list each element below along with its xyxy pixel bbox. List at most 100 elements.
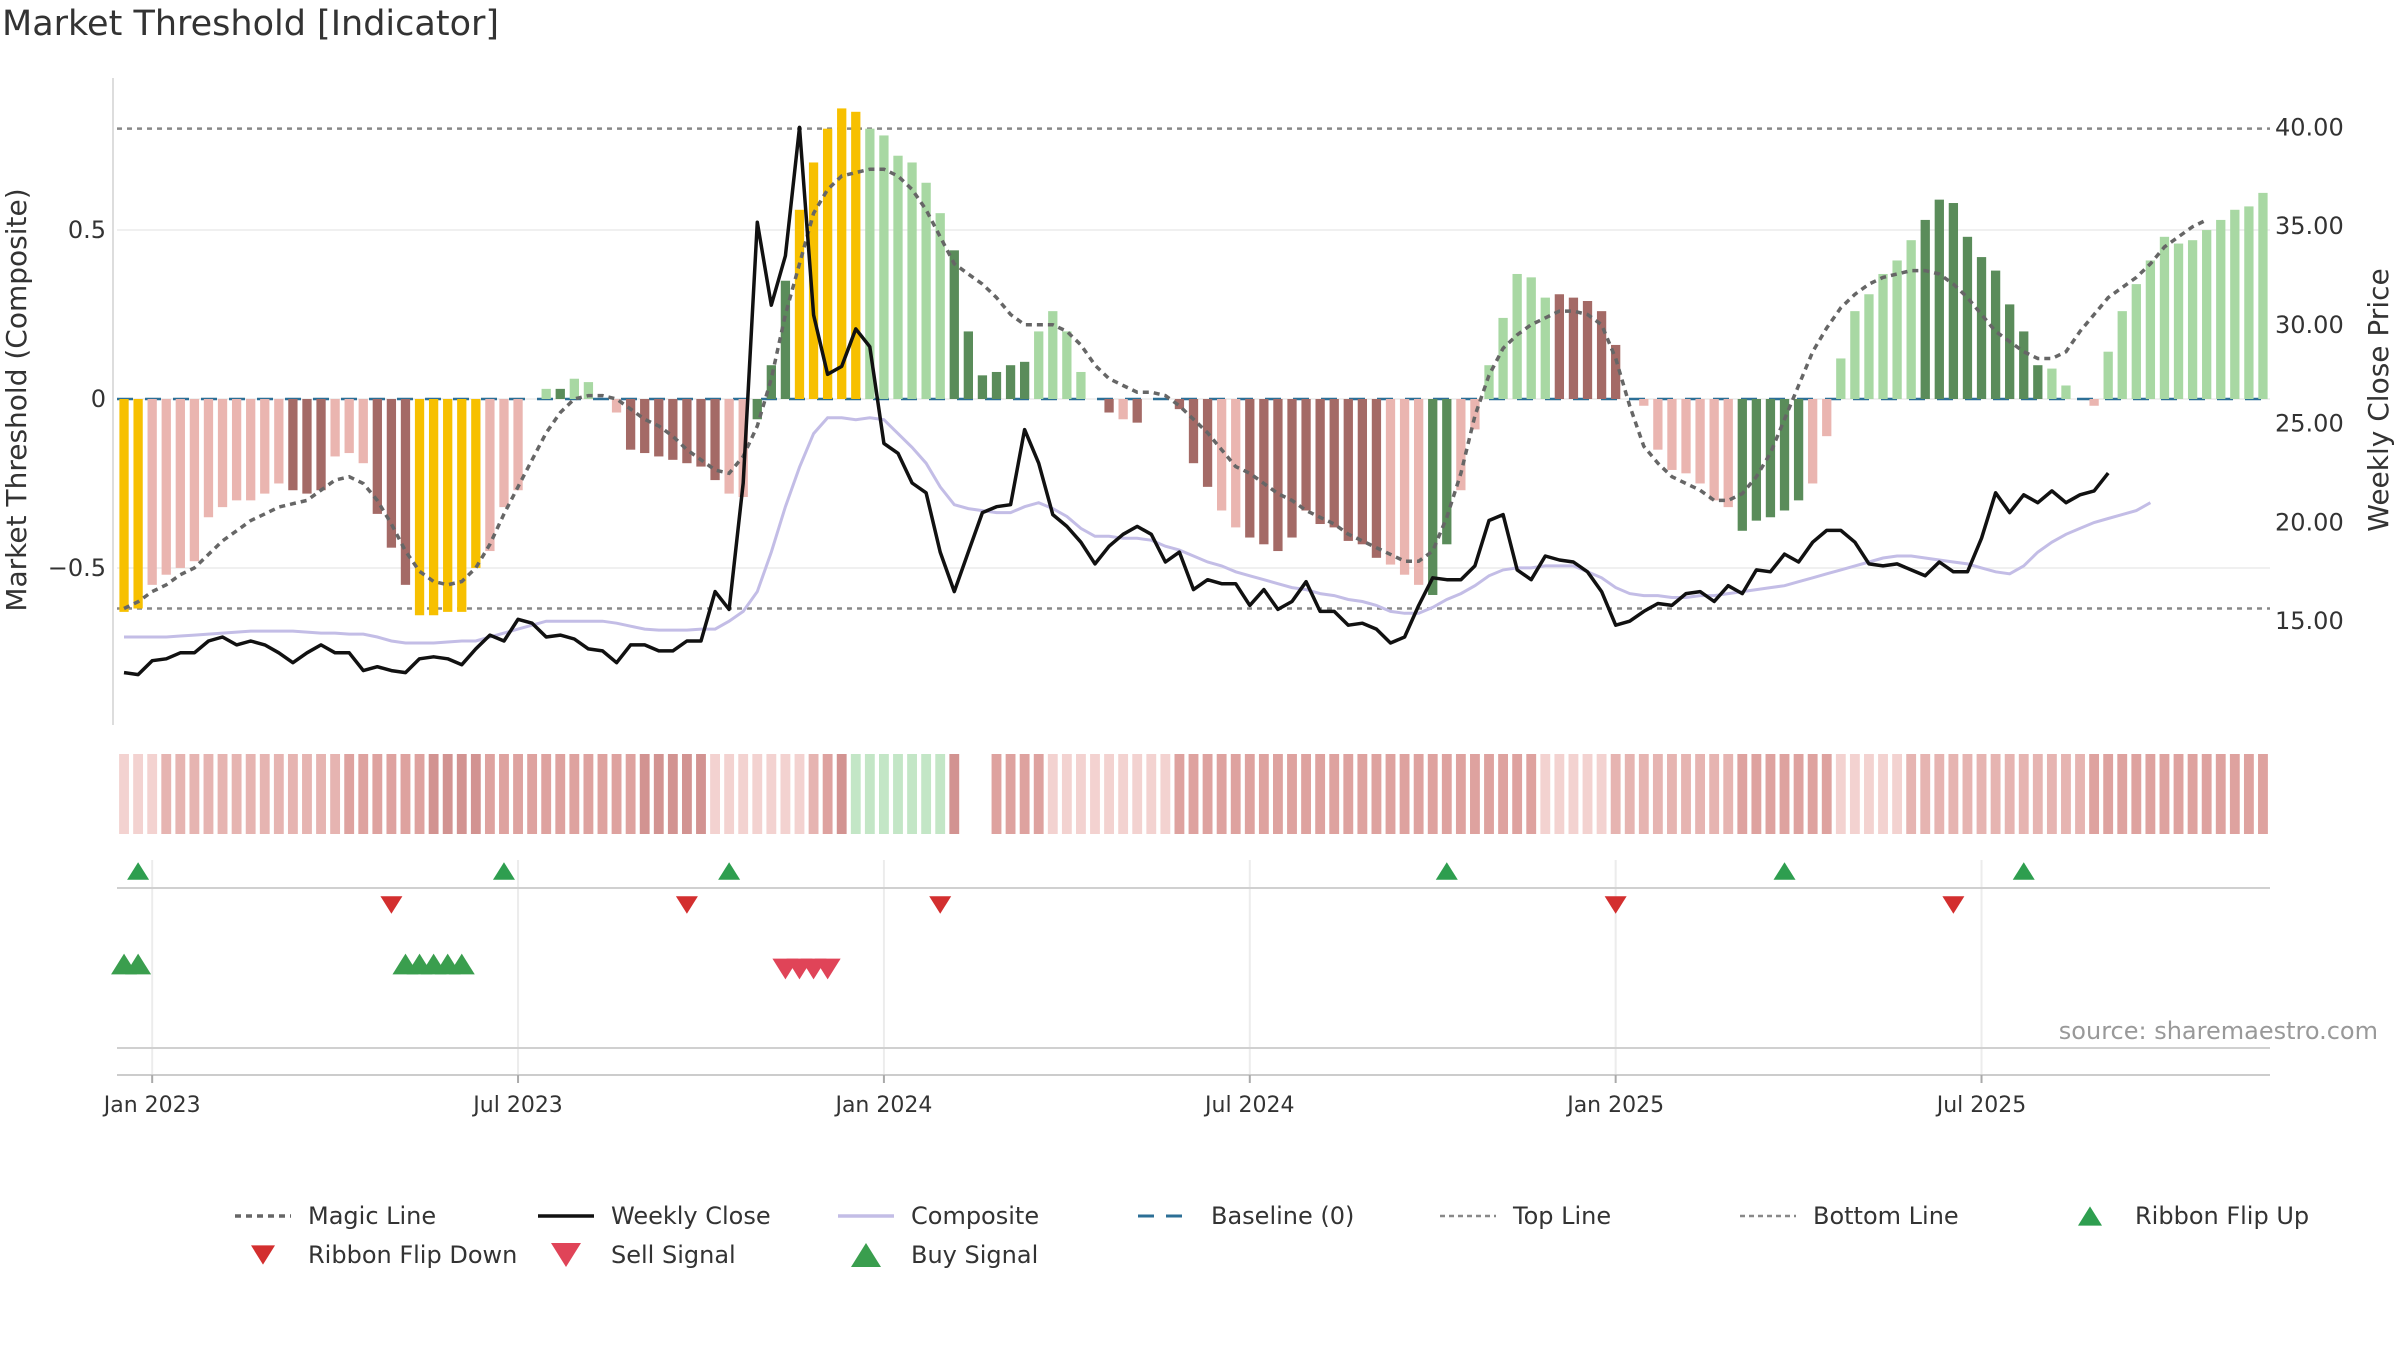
ribbon-cell	[1695, 754, 1706, 834]
ribbon-cell	[1230, 754, 1241, 834]
composite-bar	[555, 388, 565, 399]
composite-bar	[1695, 399, 1705, 484]
composite-bar	[977, 375, 988, 399]
x-tick-label: Jan 2025	[1565, 1093, 1664, 1118]
composite-bar	[1329, 399, 1339, 528]
legend-item-bottom: Bottom Line	[1740, 1202, 1959, 1230]
ribbon-cell	[1821, 754, 1832, 834]
ribbon-cell	[907, 754, 917, 834]
composite-bar	[1301, 399, 1311, 511]
y-tick-label: 0	[91, 385, 106, 413]
ribbon-cell	[2018, 754, 2029, 834]
chart-title: Market Threshold [Indicator]	[2, 4, 500, 44]
legend-item-magic: Magic Line	[235, 1202, 436, 1230]
composite-bar	[1639, 399, 1649, 406]
composite-bar	[189, 399, 200, 562]
ribbon-flip-up-marker	[1773, 862, 1796, 880]
composite-bar	[1948, 203, 1959, 399]
legend-label: Ribbon Flip Up	[2135, 1202, 2309, 1230]
ribbon-cell	[1005, 754, 1016, 834]
ribbon-cell	[1033, 754, 1044, 834]
composite-bar	[1456, 399, 1466, 491]
composite-bar	[1062, 331, 1072, 399]
composite-bar	[822, 128, 833, 399]
composite-bar	[1892, 260, 1902, 399]
composite-bar	[1245, 399, 1255, 538]
composite-bar	[738, 399, 748, 497]
composite-bar	[2033, 365, 2043, 399]
ribbon-cell	[147, 754, 158, 834]
ribbon-cell	[1061, 754, 1072, 834]
ribbon-cell	[1526, 754, 1537, 834]
ribbon-cell	[541, 754, 552, 834]
ribbon-cell	[2046, 754, 2057, 834]
composite-bar	[1019, 361, 1030, 399]
ribbon-cell	[1540, 754, 1551, 834]
composite-bar	[1104, 399, 1114, 413]
ribbon-cell	[161, 754, 172, 834]
y-right-tick-label: 40.00	[2275, 113, 2344, 141]
ribbon-cell	[1681, 754, 1691, 834]
composite-bar	[260, 399, 270, 494]
ribbon-cell	[1427, 754, 1438, 834]
composite-bar	[1343, 399, 1353, 541]
composite-bar	[485, 399, 495, 552]
ribbon-cell	[555, 754, 566, 834]
y-right-tick-label: 15.00	[2275, 607, 2344, 635]
composite-bar	[1034, 331, 1044, 399]
ribbon-cell	[1582, 754, 1593, 834]
composite-bar	[147, 399, 157, 585]
ribbon-cell	[2215, 754, 2226, 834]
composite-bar	[1779, 399, 1790, 511]
composite-bar	[414, 399, 425, 616]
composite-bar	[893, 155, 903, 399]
ribbon-cell	[119, 754, 129, 834]
composite-bar	[1709, 399, 1719, 501]
composite-bar	[428, 399, 439, 616]
ribbon-cell	[2089, 754, 2100, 834]
ribbon-cell	[822, 754, 833, 834]
ribbon-cell	[2145, 754, 2156, 834]
composite-bar	[246, 399, 256, 501]
composite-bar	[1568, 297, 1579, 399]
ribbon-cell	[358, 754, 369, 834]
legend-label: Buy Signal	[911, 1241, 1038, 1269]
composite-bar	[2202, 230, 2212, 399]
composite-bar	[386, 399, 397, 548]
ribbon-flip-up-marker	[718, 862, 741, 880]
composite-bar	[1005, 365, 1016, 399]
legend-swatch	[2078, 1206, 2102, 1226]
composite-bar	[2187, 240, 2198, 399]
ribbon-cell	[1146, 754, 1157, 834]
composite-bar	[640, 399, 650, 454]
ribbon-cell	[1610, 754, 1621, 834]
ribbon-cell	[1624, 754, 1635, 834]
y-right-tick-label: 20.00	[2275, 508, 2344, 536]
composite-bar	[2061, 385, 2071, 399]
ribbon-cell	[175, 754, 186, 834]
composite-bar	[808, 162, 819, 399]
ribbon-cell	[1906, 754, 1917, 834]
composite-bar	[794, 209, 805, 399]
ribbon-cell	[2061, 754, 2071, 834]
composite-bar	[1836, 358, 1846, 399]
legend-label: Magic Line	[308, 1202, 436, 1230]
ribbon-cell	[597, 754, 608, 834]
ribbon-cell	[2117, 754, 2128, 834]
composite-bar	[499, 399, 509, 508]
composite-bar	[921, 182, 931, 399]
ribbon-strip	[119, 754, 2268, 834]
ribbon-cell	[133, 754, 144, 834]
composite-bar	[1273, 399, 1283, 552]
buy-signal-marker	[125, 953, 152, 975]
composite-bar	[457, 399, 467, 612]
ribbon-cell	[1470, 754, 1480, 834]
ribbon-cell	[499, 754, 509, 834]
legend-label: Weekly Close	[611, 1202, 771, 1230]
legend-label: Top Line	[1512, 1202, 1611, 1230]
ribbon-cell	[372, 754, 383, 834]
legend-item-baseline: Baseline (0)	[1138, 1202, 1354, 1230]
y-right-tick-label: 30.00	[2275, 311, 2344, 339]
composite-bar	[203, 399, 214, 518]
gridlines	[117, 229, 2270, 1075]
